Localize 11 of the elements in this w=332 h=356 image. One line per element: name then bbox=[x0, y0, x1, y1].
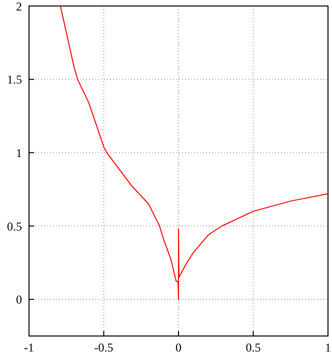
y-tick-label: 0 bbox=[16, 292, 22, 307]
y-tick-label: 1 bbox=[16, 146, 22, 160]
y-tick-label: 0.5 bbox=[7, 219, 22, 234]
x-tick-label: 1 bbox=[325, 340, 331, 355]
x-tick-label: -0.5 bbox=[94, 340, 114, 355]
x-tick-label: 0.5 bbox=[246, 340, 261, 355]
y-tick-label: 2 bbox=[16, 0, 22, 14]
x-tick-label: -1 bbox=[24, 340, 34, 355]
x-tick-label: 0 bbox=[176, 340, 182, 355]
y-tick-label: 1.5 bbox=[7, 72, 22, 87]
line-series bbox=[60, 6, 328, 300]
